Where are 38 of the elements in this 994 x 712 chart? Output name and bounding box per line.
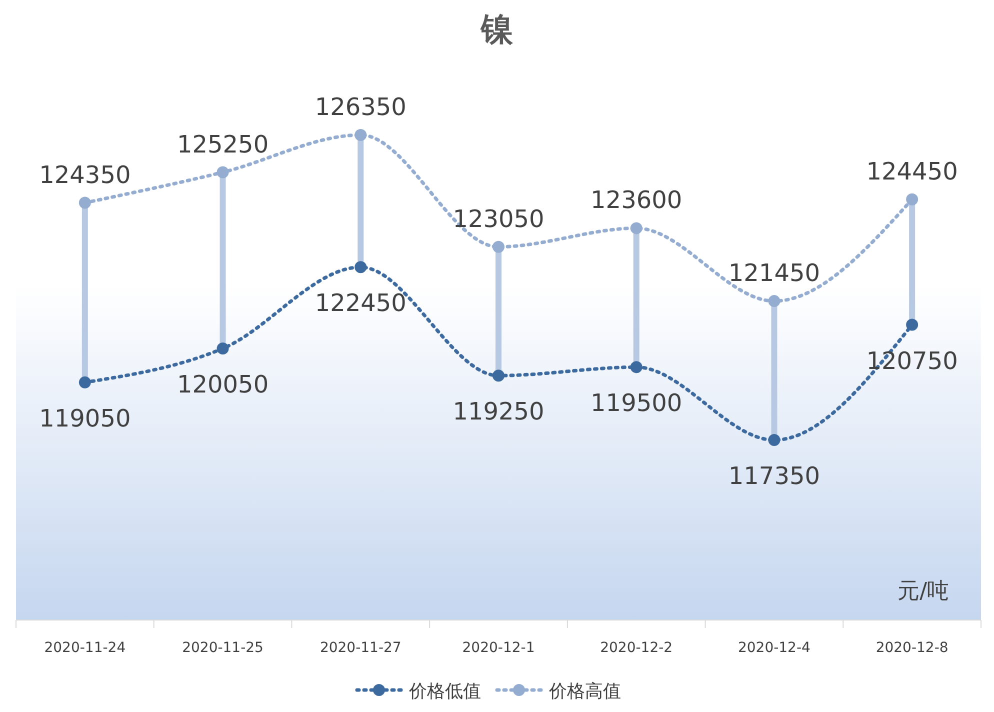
x-tick-label: 2020-12-1 [462,640,535,656]
point [906,193,918,206]
data-label: 122450 [314,289,406,318]
point [630,361,642,374]
legend-label: 价格高值 [548,681,621,702]
x-tick-label: 2020-12-2 [600,640,673,656]
point [492,240,504,253]
text: 元/吨 [898,579,949,604]
data-label: 123600 [590,186,682,214]
legend-label: 价格低值 [408,681,481,702]
point [216,342,229,354]
point [630,222,642,234]
data-label: 120050 [176,370,269,398]
data-label: 121450 [728,259,820,288]
point [492,370,504,382]
data-label: 119050 [39,404,131,432]
point [78,196,91,209]
data-label: 126350 [314,93,406,121]
point [768,295,780,308]
data-label: 119250 [452,398,544,426]
point [354,261,367,274]
x-tick-label: 2020-11-27 [320,640,402,656]
data-label: 125250 [176,130,269,158]
point [216,166,229,178]
data-label: 117350 [728,462,820,490]
chart-title: 镍 [480,10,514,48]
data-label: 123050 [452,204,544,233]
point [906,318,918,331]
data-label: 124350 [39,160,131,189]
point [354,129,367,141]
data-label: 124450 [866,157,958,186]
point [768,434,780,446]
data-label: 119500 [590,389,682,418]
x-tick-label: 2020-12-4 [738,640,811,656]
x-tick-label: 2020-11-24 [44,640,126,656]
point [78,376,91,388]
x-tick-label: 2020-11-25 [182,640,264,656]
x-tick-label: 2020-12-8 [876,640,948,656]
